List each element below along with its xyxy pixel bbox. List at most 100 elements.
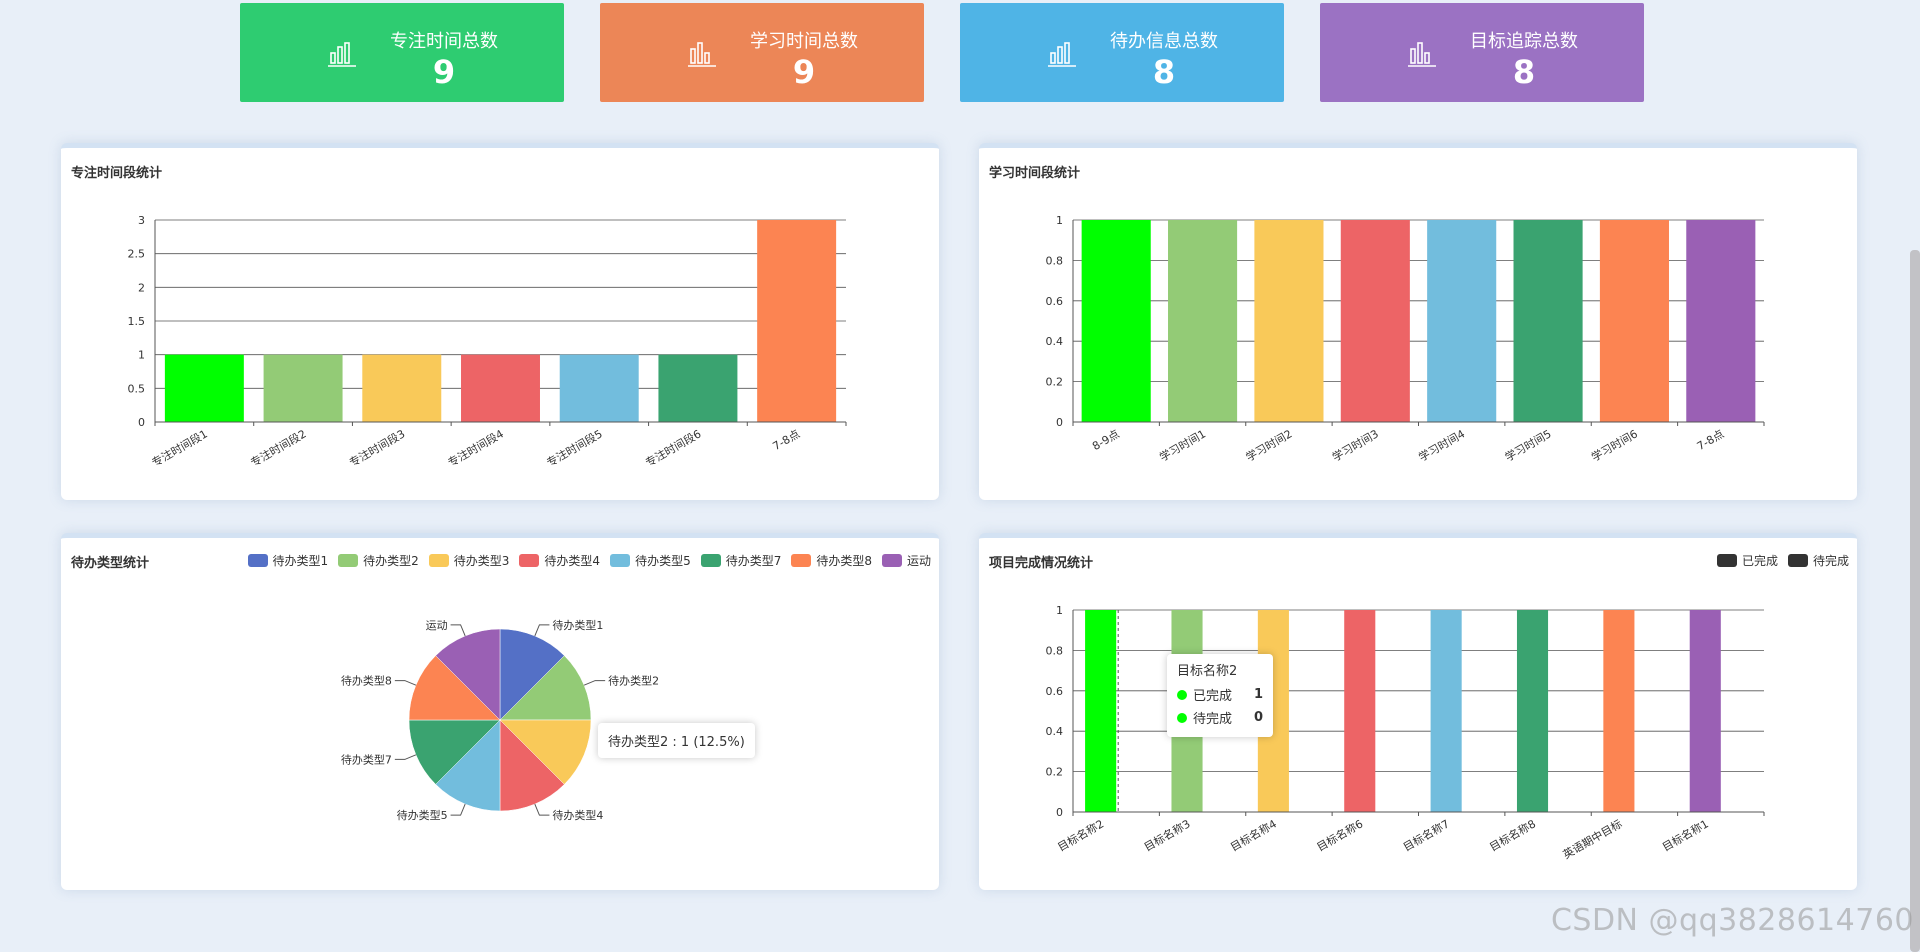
chart-title: 专注时间段统计 — [71, 166, 163, 181]
x-tick-label: 学习时间6 — [1589, 426, 1640, 464]
bar — [559, 354, 639, 422]
stat-value: 8 — [1152, 53, 1176, 91]
bar — [1603, 610, 1635, 812]
todo-type-chart-panel: 待办类型统计 待办类型1 待办类型2 待办类型3 待办类型4 待办类型5 待办类型7 待办类… — [61, 533, 939, 890]
legend-label: 待办类型4 — [544, 554, 601, 568]
chart-title: 学习时间段统计 — [989, 166, 1081, 181]
legend-swatch — [610, 554, 631, 567]
legend-item[interactable]: 待办类型3 — [428, 552, 509, 569]
bar — [1513, 220, 1583, 422]
y-tick-label: 0.4 — [1046, 335, 1064, 348]
bar — [757, 220, 837, 422]
bar — [1168, 220, 1238, 422]
x-tick-label: 专注时间段3 — [347, 426, 408, 469]
chart-legend: 已完成 待完成 — [1716, 552, 1849, 569]
x-tick-label: 学习时间4 — [1416, 426, 1467, 464]
x-tick-label: 7-8点 — [771, 427, 803, 453]
legend-item[interactable]: 待办类型2 — [338, 552, 419, 569]
study-time-bar-chart: 0 0.2 0.4 0.6 0.8 1 8-9点 学习时间1 学习时间2 学习时间3 学习时间4 学习… — [1046, 214, 1765, 464]
bar — [1689, 610, 1721, 812]
focus-time-bar-chart: 0 0.5 1 1.5 2 2.5 3 专注时间段1 专注时间段2 专注时间段3 专注时间段4 专注时… — [128, 214, 847, 470]
legend-swatch — [791, 554, 812, 567]
x-tick-label: 英语期中目标 — [1560, 816, 1624, 861]
legend-label: 待完成 — [1812, 554, 1849, 568]
legend-label: 待办类型8 — [816, 554, 872, 568]
pie-label-line — [394, 754, 417, 760]
project-completion-bar-chart: 0 0.2 0.4 0.6 0.8 1 目标名称2 目标名称3 目标名称4 目标名称6 目标名称7 目… — [1046, 604, 1765, 862]
legend-item[interactable]: 待办类型5 — [610, 552, 691, 569]
x-tick-label: 目标名称2 — [1055, 816, 1106, 854]
x-tick-label: 目标名称7 — [1400, 816, 1451, 854]
legend-item[interactable]: 已完成 — [1716, 552, 1778, 569]
legend-item[interactable]: 待办类型7 — [700, 552, 782, 569]
stat-card-goal-tracking[interactable]: 目标追踪总数 8 — [1320, 3, 1644, 102]
x-tick-label: 专注时间段2 — [248, 426, 309, 469]
pie-slice — [408, 719, 501, 785]
legend-swatch — [338, 554, 359, 567]
y-tick-label: 3 — [138, 214, 145, 227]
pie-label: 待办类型7 — [341, 752, 392, 766]
pie-label-line — [394, 680, 417, 686]
y-tick-label: 0.5 — [128, 382, 146, 395]
x-tick-label: 7-8点 — [1695, 427, 1727, 453]
chart-title: 待办类型统计 — [71, 556, 150, 571]
legend-item[interactable]: 待办类型8 — [791, 552, 872, 569]
bar-chart-icon — [688, 42, 716, 67]
y-tick-label: 0.2 — [1046, 766, 1064, 779]
x-tick-label: 目标名称8 — [1487, 816, 1538, 854]
y-tick-label: 0 — [138, 416, 145, 429]
legend-swatch — [1787, 554, 1808, 567]
study-time-chart-panel: 学习时间段统计 0 0.2 0.4 0.6 0.8 1 8-9点 学习时间1 学习时间2 学习时间… — [979, 143, 1857, 500]
x-tick-label: 学习时间2 — [1243, 426, 1294, 464]
bar-chart-icon — [328, 42, 356, 67]
legend-label: 待办类型2 — [363, 554, 419, 568]
chart-legend: 待办类型1 待办类型2 待办类型3 待办类型4 待办类型5 待办类型7 待办类型8 运动 — [247, 552, 931, 569]
legend-swatch — [1716, 554, 1737, 567]
watermark: CSDN @qq3828614760 — [1550, 903, 1914, 938]
pie-label: 待办类型4 — [552, 808, 603, 822]
todo-type-pie-chart: 待办类型1 待办类型2 待办类型4 待办类型5 待办类型7 待办类型8 运动 — [341, 618, 659, 822]
stat-label: 目标追踪总数 — [1470, 31, 1578, 52]
legend-swatch — [881, 554, 902, 567]
project-completion-chart-panel: 项目完成情况统计 已完成 待完成 0 0.2 0.4 0.6 0.8 1 目标名称2 目标名称3… — [979, 533, 1857, 890]
x-tick-label: 8-9点 — [1090, 427, 1122, 453]
tooltip-row: 待完成 0 — [1177, 708, 1263, 727]
stat-card-study-time[interactable]: 学习时间总数 9 — [600, 3, 924, 102]
legend-label: 运动 — [906, 554, 931, 568]
y-tick-label: 1.5 — [128, 315, 146, 328]
tooltip-row-value: 0 — [1253, 710, 1263, 725]
tooltip-title: 目标名称2 — [1177, 664, 1238, 679]
bar — [1599, 220, 1669, 422]
page-scrollbar[interactable] — [1910, 250, 1920, 952]
y-tick-label: 2 — [138, 281, 145, 294]
bar — [164, 354, 244, 422]
pie-slice — [499, 719, 565, 812]
legend-item[interactable]: 运动 — [881, 552, 931, 569]
legend-item[interactable]: 待办类型1 — [247, 552, 329, 569]
pie-label-line — [534, 803, 550, 816]
legend-item[interactable]: 待办类型4 — [519, 552, 600, 569]
x-tick-label: 专注时间段4 — [445, 426, 506, 469]
x-tick-label: 学习时间3 — [1330, 426, 1381, 464]
pie-label-line — [583, 680, 606, 686]
stat-card-todo-info[interactable]: 待办信息总数 8 — [960, 3, 1284, 102]
bar — [1254, 220, 1324, 422]
x-tick-label: 专注时间段1 — [149, 426, 210, 469]
stat-card-focus-time[interactable]: 专注时间总数 9 — [240, 3, 564, 102]
tooltip-row-value: 1 — [1253, 687, 1263, 702]
stat-label: 专注时间总数 — [390, 31, 498, 52]
pie-slice — [499, 628, 565, 721]
legend-swatch — [700, 554, 721, 567]
tooltip-row: 已完成 1 — [1177, 685, 1263, 704]
bar — [263, 354, 343, 422]
legend-label: 待办类型1 — [272, 554, 329, 568]
legend-label: 待办类型7 — [725, 554, 782, 568]
pie-label-line — [450, 803, 466, 816]
stat-label: 学习时间总数 — [750, 31, 858, 52]
x-tick-label: 目标名称6 — [1314, 816, 1365, 854]
x-tick-label: 学习时间5 — [1502, 426, 1553, 464]
series-dot — [1177, 712, 1187, 723]
y-tick-label: 1 — [1056, 214, 1063, 227]
bar — [1430, 610, 1462, 812]
legend-item[interactable]: 待完成 — [1787, 552, 1849, 569]
